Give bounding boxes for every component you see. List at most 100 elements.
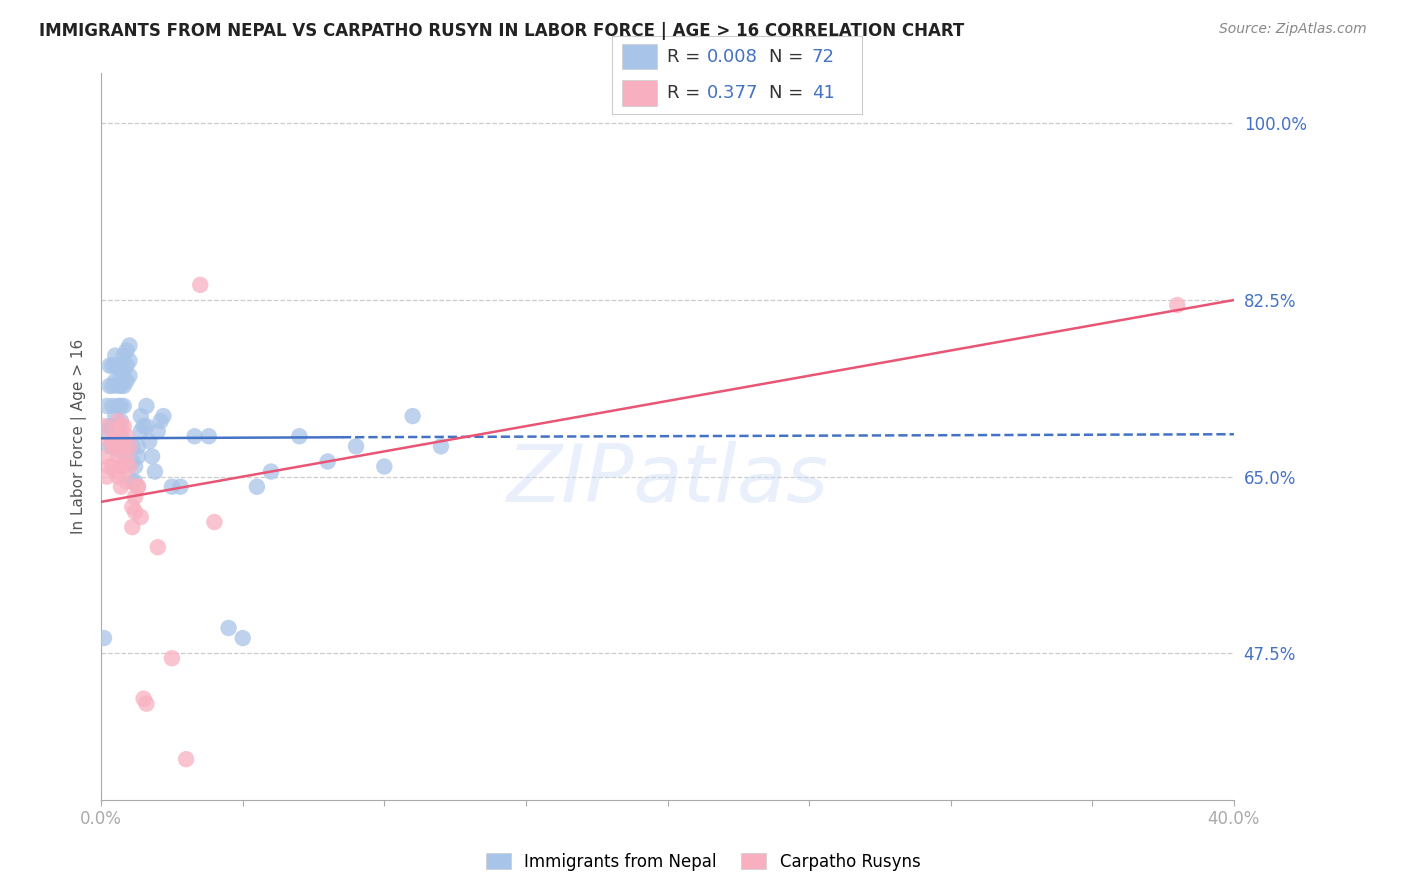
Point [107,450,129,464]
Point [112,419,135,434]
Point [110,439,132,453]
Point [107,359,129,373]
Point [143,465,166,479]
Point [132,419,155,434]
Point [118,439,141,453]
Point [174,752,197,766]
Point [183,429,205,443]
Point [104,359,127,373]
Point [146,424,169,438]
Point [98,379,121,393]
Point [110,480,132,494]
Point [110,399,132,413]
Point [160,651,183,665]
Point [115,475,138,489]
Point [135,399,157,413]
Point [121,475,143,489]
Point [132,691,155,706]
Point [101,439,124,453]
Point [112,439,135,453]
Point [135,697,157,711]
Point [112,349,135,363]
Point [115,429,138,443]
Text: IMMIGRANTS FROM NEPAL VS CARPATHO RUSYN IN LABOR FORCE | AGE > 16 CORRELATION CH: IMMIGRANTS FROM NEPAL VS CARPATHO RUSYN … [39,22,965,40]
Point [141,450,163,464]
Point [107,469,129,483]
Legend: Immigrants from Nepal, Carpatho Rusyns: Immigrants from Nepal, Carpatho Rusyns [477,845,929,880]
Point [316,454,339,468]
Point [121,520,143,534]
Point [118,368,141,383]
Point [112,459,135,474]
Point [101,434,124,449]
Point [104,349,127,363]
Point [127,480,149,494]
Bar [621,80,657,105]
Text: Source: ZipAtlas.com: Source: ZipAtlas.com [1219,22,1367,37]
Point [118,459,141,474]
Point [101,359,124,373]
Point [127,480,149,494]
Point [110,379,132,393]
Point [101,379,124,393]
Point [160,480,183,494]
Point [110,429,132,443]
Point [430,439,453,453]
Bar [621,45,657,70]
Point [127,450,149,464]
Point [107,429,129,443]
Point [129,424,152,438]
Point [115,359,138,373]
Point [112,399,135,413]
Point [121,439,143,453]
Point [96,399,118,413]
Point [138,434,160,449]
Point [110,459,132,474]
Point [373,459,395,474]
Point [121,500,143,514]
Point [246,480,269,494]
Point [101,399,124,413]
Text: 0.008: 0.008 [707,48,758,66]
Point [107,399,129,413]
Point [124,459,146,474]
Point [110,444,132,458]
Text: R =: R = [666,84,711,102]
Point [110,414,132,428]
Point [232,631,254,645]
Point [115,343,138,358]
Point [98,419,121,434]
Text: N =: N = [769,84,810,102]
Point [288,429,311,443]
Point [93,419,115,434]
Point [104,409,127,423]
Point [401,409,423,423]
Point [197,429,219,443]
Point [107,379,129,393]
Point [188,277,211,292]
Point [104,465,127,479]
Point [110,419,132,434]
Point [127,439,149,453]
Point [169,480,191,494]
Point [149,414,172,428]
Point [124,490,146,504]
Point [98,359,121,373]
Point [96,469,118,483]
Text: R =: R = [666,48,706,66]
Point [98,459,121,474]
Text: 0.377: 0.377 [707,84,758,102]
Point [110,368,132,383]
Point [218,621,240,635]
Point [98,439,121,453]
Point [121,454,143,468]
Point [107,414,129,428]
Point [124,475,146,489]
Point [135,419,157,434]
Point [96,424,118,438]
Point [146,541,169,555]
Text: N =: N = [769,48,810,66]
Point [115,450,138,464]
Point [104,374,127,388]
Point [98,434,121,449]
